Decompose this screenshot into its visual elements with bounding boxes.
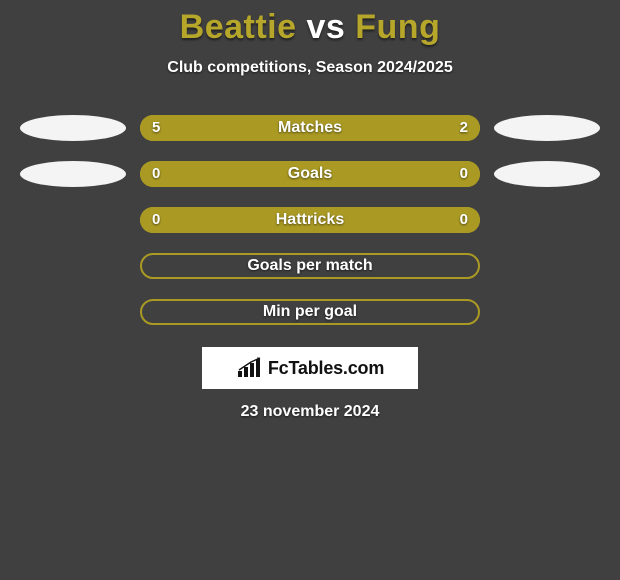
logo-text: FcTables.com [268, 358, 384, 379]
right-ellipse [494, 115, 600, 141]
stat-bar: 00Hattricks [140, 207, 480, 233]
stat-bar: 52Matches [140, 115, 480, 141]
vs-word: vs [306, 8, 345, 46]
left-ellipse [20, 299, 126, 325]
logo-box[interactable]: FcTables.com [202, 347, 418, 389]
bars-icon [236, 357, 262, 379]
stat-label: Goals [140, 161, 480, 187]
stat-bar: 00Goals [140, 161, 480, 187]
stats-card: { "background_color": "#404040", "text_c… [0, 0, 620, 580]
stat-label: Hattricks [140, 207, 480, 233]
stat-label: Goals per match [142, 253, 478, 279]
left-ellipse [20, 253, 126, 279]
player2-name: Fung [355, 8, 440, 46]
stat-bar: Goals per match [140, 253, 480, 279]
stat-row: 52Matches [0, 105, 620, 151]
stat-label: Min per goal [142, 299, 478, 325]
right-ellipse [494, 207, 600, 233]
page-title: Beattie vs Fung [0, 0, 620, 47]
stat-label: Matches [140, 115, 480, 141]
right-ellipse [494, 253, 600, 279]
stat-row: 00Goals [0, 151, 620, 197]
right-ellipse [494, 161, 600, 187]
left-ellipse [20, 161, 126, 187]
left-ellipse [20, 207, 126, 233]
stat-rows: 52Matches 00Goals 00Hattricks Goals per mat… [0, 105, 620, 335]
stat-bar: Min per goal [140, 299, 480, 325]
left-ellipse [20, 115, 126, 141]
player1-name: Beattie [180, 8, 297, 46]
stat-row: Min per goal [0, 289, 620, 335]
subtitle: Club competitions, Season 2024/2025 [0, 59, 620, 77]
stat-row: Goals per match [0, 243, 620, 289]
date-text: 23 november 2024 [0, 403, 620, 421]
stat-row: 00Hattricks [0, 197, 620, 243]
right-ellipse [494, 299, 600, 325]
